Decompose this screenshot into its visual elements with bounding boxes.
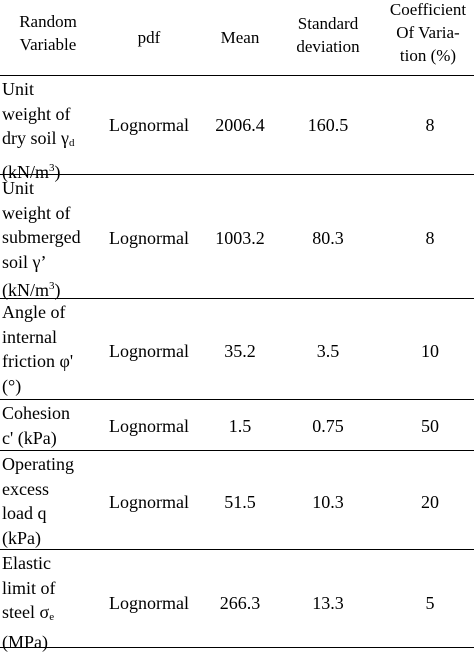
- variable-name-line: c' (kPa): [2, 427, 57, 448]
- sd-cell: 80.3: [312, 228, 344, 248]
- header-mean: Mean: [220, 28, 260, 47]
- table-row: Elastic limit of steel σe (MPa) Lognorma…: [0, 551, 474, 652]
- sd-cell: 0.75: [312, 416, 344, 436]
- mean-cell: 1.5: [228, 416, 252, 436]
- variable-name-line: Elastic: [2, 553, 51, 573]
- variable-name-line: internal: [2, 326, 57, 347]
- mean-cell: 2006.4: [215, 115, 265, 135]
- variable-name-line: ): [54, 280, 61, 300]
- pdf-cell: Lognormal: [109, 115, 189, 135]
- row-divider: [0, 399, 474, 400]
- variable-name-line: weight of: [2, 103, 71, 124]
- variable-name-line: friction φ': [2, 351, 74, 371]
- mean-cell: 1003.2: [215, 228, 265, 248]
- table-row: Unit weight of submerged soil γ’ (kN/m3)…: [0, 176, 474, 300]
- pdf-cell: Lognormal: [109, 492, 189, 512]
- row-divider: [0, 549, 474, 550]
- row-divider: [0, 450, 474, 451]
- variable-name-line: soil γ’: [2, 251, 47, 272]
- sd-cell: 3.5: [316, 341, 340, 361]
- table-row: Operating excess load q (kPa) Lognormal …: [0, 452, 474, 548]
- variable-name-line: limit of: [2, 577, 56, 598]
- variable-name-line: submerged: [2, 227, 81, 247]
- cov-cell: 10: [421, 341, 439, 361]
- variable-name-line: (°): [2, 375, 22, 396]
- variable-name: Elastic limit of steel σe (MPa): [2, 551, 100, 654]
- variable-superscript: 3: [49, 161, 55, 174]
- variable-name-line: Unit: [2, 79, 35, 99]
- variable-name: Operating excess load q (kPa): [2, 452, 100, 550]
- variable-name: Angle of internal friction φ' (°): [2, 300, 100, 398]
- row-divider: [0, 174, 474, 175]
- variable-name-line: Operating: [2, 454, 74, 474]
- variable-name-line: ): [54, 161, 61, 182]
- variable-name-line: weight of: [2, 202, 71, 223]
- pdf-cell: Lognormal: [109, 341, 189, 361]
- variable-subscript: e: [49, 611, 55, 623]
- variable-subscript: d: [68, 137, 75, 149]
- variable-name-line: (kPa): [2, 527, 41, 548]
- variable-name-line: dry soil γ: [2, 128, 69, 148]
- table-row: Angle of internal friction φ' (°) Lognor…: [0, 300, 474, 398]
- cov-cell: 8: [425, 228, 435, 248]
- row-divider: [0, 75, 474, 76]
- cov-cell: 50: [421, 416, 439, 436]
- variable-superscript: 3: [49, 280, 55, 292]
- row-divider: [0, 298, 474, 299]
- variable-name-line: (MPa): [2, 631, 48, 652]
- variable-name-line: steel σ: [2, 602, 50, 622]
- table-row: Cohesion c' (kPa) Lognormal 1.5 0.75 50: [0, 401, 474, 449]
- variable-name-line: excess: [2, 478, 49, 499]
- mean-cell: 266.3: [219, 593, 261, 613]
- cov-cell: 20: [421, 492, 439, 512]
- variable-name: Cohesion c' (kPa): [2, 401, 100, 450]
- variable-name-line: Angle of: [2, 302, 66, 322]
- sd-cell: 13.3: [312, 593, 344, 613]
- variable-name-line: Cohesion: [2, 403, 71, 423]
- variable-name-line: Unit: [2, 178, 35, 198]
- pdf-cell: Lognormal: [109, 416, 189, 436]
- pdf-cell: Lognormal: [109, 593, 189, 613]
- table-row: Unit weight of dry soil γd (kN/m3) Logno…: [0, 77, 474, 182]
- sd-cell: 160.5: [307, 115, 349, 135]
- header-coefficient-of-variation: Coefficient Of Varia- tion (%): [389, 0, 467, 65]
- cov-cell: 8: [425, 115, 435, 135]
- mean-cell: 51.5: [224, 492, 256, 512]
- header-pdf: pdf: [137, 28, 161, 47]
- variable-name-line: (kN/m: [2, 280, 49, 300]
- table-header: Random Variable pdf Mean Standard deviat…: [0, 0, 474, 74]
- pdf-cell: Lognormal: [109, 228, 189, 248]
- sd-cell: 10.3: [312, 492, 344, 512]
- header-standard-deviation: Standard deviation: [296, 14, 360, 56]
- variable-name: Unit weight of submerged soil γ’ (kN/m3): [2, 176, 100, 303]
- row-divider: [0, 647, 474, 648]
- mean-cell: 35.2: [224, 341, 256, 361]
- variable-name-line: load q: [2, 503, 47, 523]
- header-random-variable: Random Variable: [19, 12, 77, 54]
- variable-name-line: (kN/m: [2, 161, 49, 182]
- variable-name: Unit weight of dry soil γd (kN/m3): [2, 77, 100, 184]
- cov-cell: 5: [425, 593, 435, 613]
